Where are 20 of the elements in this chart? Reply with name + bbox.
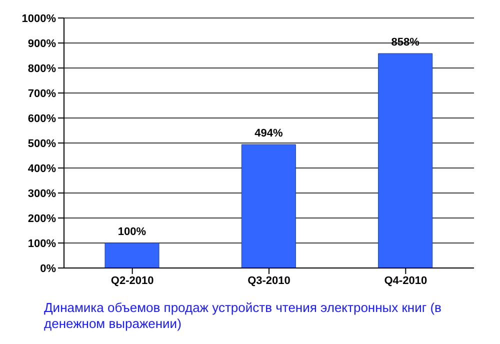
x-tick-label: Q4-2010: [384, 274, 428, 287]
y-tick-label: 900%: [28, 38, 56, 50]
y-tick-label: 800%: [28, 62, 56, 75]
y-tick-label: 300%: [28, 188, 56, 200]
y-tick-label: 700%: [28, 88, 56, 100]
y-tick-label: 100%: [28, 238, 56, 250]
bar: [378, 53, 433, 268]
y-tick-label: 200%: [28, 212, 56, 225]
data-label: 494%: [254, 128, 283, 140]
y-tick-label: 600%: [28, 112, 56, 125]
text: Динамика объемов продаж устройств чтения электронных книг (в денежном выражении): [44, 300, 442, 332]
x-tick-label: Q3-2010: [248, 274, 290, 287]
y-tick-label: 500%: [28, 138, 56, 150]
bar: [104, 242, 160, 268]
y-tick-label: 1000%: [22, 12, 56, 25]
bar: [241, 144, 296, 268]
y-tick-label: 0%: [40, 262, 56, 275]
y-tick-label: 400%: [28, 162, 56, 175]
data-label: 100%: [118, 226, 146, 238]
x-tick-label: Q2-2010: [110, 274, 154, 287]
